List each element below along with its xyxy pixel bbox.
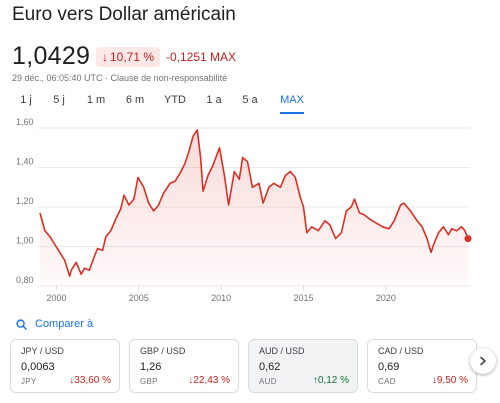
current-price: 1,0429 [12,42,91,70]
card-aud-usd[interactable]: AUD / USD 0,62 AUD ↑0,12 % [248,339,358,393]
card-jpy-usd[interactable]: JPY / USD 0,0063 JPY ↓33,60 % [10,339,120,393]
tab-1j[interactable]: 1 j [20,94,32,106]
price-area [40,130,468,286]
price-line [39,129,469,277]
card-pair: GBP / USD [140,346,186,356]
card-cad-usd[interactable]: CAD / USD 0,69 CAD ↓9,50 % [367,339,477,393]
x-tick-label: 2000 [46,293,66,303]
arrow-down-icon: ↓ [69,375,75,386]
tab-1a[interactable]: 1 a [206,94,222,106]
card-value: 1,26 [140,361,162,373]
card-currency: AUD [259,377,277,386]
tab-5j[interactable]: 5 j [53,94,65,106]
search-icon [16,318,27,330]
tab-ytd[interactable]: YTD [164,94,186,106]
card-change: ↓33,60 % [69,375,111,386]
card-change-value: 33,60 % [74,375,111,386]
card-change-value: 9,50 % [436,375,468,386]
page-title: Euro vers Dollar américain [12,4,236,25]
x-tick-label: 2005 [129,293,149,303]
y-tick-label: 1,20 [16,196,34,206]
y-tick-label: 1,40 [16,157,34,167]
x-tick-label: 2010 [211,293,231,303]
tab-1m[interactable]: 1 m [86,94,106,106]
arrow-down-icon: ↓ [188,375,194,386]
compare-label: Comparer à [35,318,94,330]
card-pair: JPY / USD [21,346,64,356]
change-percent-badge: ↓ 10,71 % [96,47,161,67]
card-pair: AUD / USD [259,346,305,356]
change-percent: 10,71 % [110,50,155,64]
card-change: ↓9,50 % [432,375,468,386]
y-tick-label: 1,00 [16,236,34,246]
card-currency: JPY [21,377,37,386]
tab-6m[interactable]: 6 m [125,94,145,106]
x-tick-label: 2020 [376,293,396,303]
card-value: 0,0063 [21,361,55,373]
y-tick-label: 0,80 [16,275,34,285]
card-value: 0,69 [378,361,400,373]
comparison-cards: JPY / USD 0,0063 JPY ↓33,60 % GBP / USD … [10,339,500,395]
range-tabs: 1 j 5 j 1 m 6 m YTD 1 a 5 a MAX [0,92,340,114]
next-cards-button[interactable] [470,348,496,374]
card-change: ↑0,12 % [313,375,349,386]
timestamp-disclaimer: 29 déc., 06:05:40 UTC · Clause de non-re… [12,73,228,83]
change-absolute: -0,1251 MAX [166,50,237,64]
card-value: 0,62 [259,361,281,373]
chevron-right-icon [480,356,486,366]
arrow-down-icon: ↓ [431,375,437,386]
x-tick-label: 2015 [293,293,313,303]
y-tick-label: 1,60 [16,118,34,127]
card-gbp-usd[interactable]: GBP / USD 1,26 GBP ↓22,43 % [129,339,239,393]
tab-5a[interactable]: 5 a [242,94,258,106]
arrow-up-icon: ↑ [312,375,318,386]
card-currency: CAD [378,377,396,386]
price-chart[interactable]: 0,80 1,00 1,20 1,40 1,60 2000 2005 2010 2015 202… [0,118,500,308]
card-pair: CAD / USD [378,346,424,356]
compare-button[interactable]: Comparer à [16,318,93,330]
card-change-value: 0,12 % [317,375,349,386]
current-price-dot [464,235,472,243]
arrow-down-icon: ↓ [102,50,108,64]
card-change: ↓22,43 % [188,375,230,386]
card-change-value: 22,43 % [193,375,230,386]
tab-max[interactable]: MAX [280,92,304,114]
card-currency: GBP [140,377,158,386]
